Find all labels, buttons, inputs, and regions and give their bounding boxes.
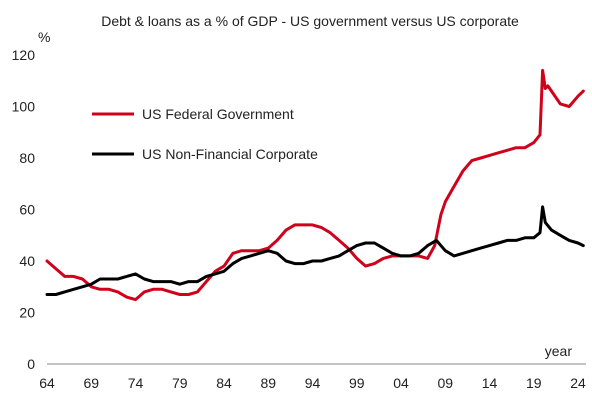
x-tick-label: 89 — [260, 375, 276, 391]
y-tick-label: 60 — [19, 202, 35, 218]
x-tick-label: 64 — [39, 375, 55, 391]
x-tick-label: 84 — [216, 375, 232, 391]
series-line-federal-government — [45, 68, 585, 302]
x-tick-label: 94 — [305, 375, 321, 391]
y-tick-label: 20 — [19, 305, 35, 321]
x-tick-label: 69 — [83, 375, 99, 391]
x-tick-label: 04 — [393, 375, 409, 391]
series-lines — [45, 68, 585, 302]
x-axis-ticks: 64 69 74 79 84 89 94 99 04 09 14 19 24 — [39, 375, 586, 391]
series-line-non-financial-corporate — [45, 205, 585, 296]
y-tick-label: 40 — [19, 253, 35, 269]
x-axis-label: year — [545, 343, 573, 359]
y-tick-label: 0 — [27, 356, 35, 372]
y-tick-label: 100 — [12, 99, 36, 115]
y-tick-label: 80 — [19, 150, 35, 166]
legend-label: US Non-Financial Corporate — [142, 146, 318, 162]
x-tick-label: 14 — [482, 375, 498, 391]
legend: US Federal Government US Non-Financial Co… — [92, 106, 318, 162]
y-axis-ticks: 0 20 40 60 80 100 120 — [12, 47, 36, 372]
x-tick-label: 99 — [349, 375, 365, 391]
x-tick-label: 19 — [526, 375, 542, 391]
x-tick-label: 24 — [570, 375, 586, 391]
y-tick-label: 120 — [12, 47, 36, 63]
legend-label: US Federal Government — [142, 106, 294, 122]
x-tick-label: 74 — [128, 375, 144, 391]
y-axis-unit: % — [38, 29, 50, 45]
x-tick-label: 09 — [437, 375, 453, 391]
x-tick-label: 79 — [172, 375, 188, 391]
chart-title: Debt & loans as a % of GDP - US governme… — [101, 13, 519, 29]
